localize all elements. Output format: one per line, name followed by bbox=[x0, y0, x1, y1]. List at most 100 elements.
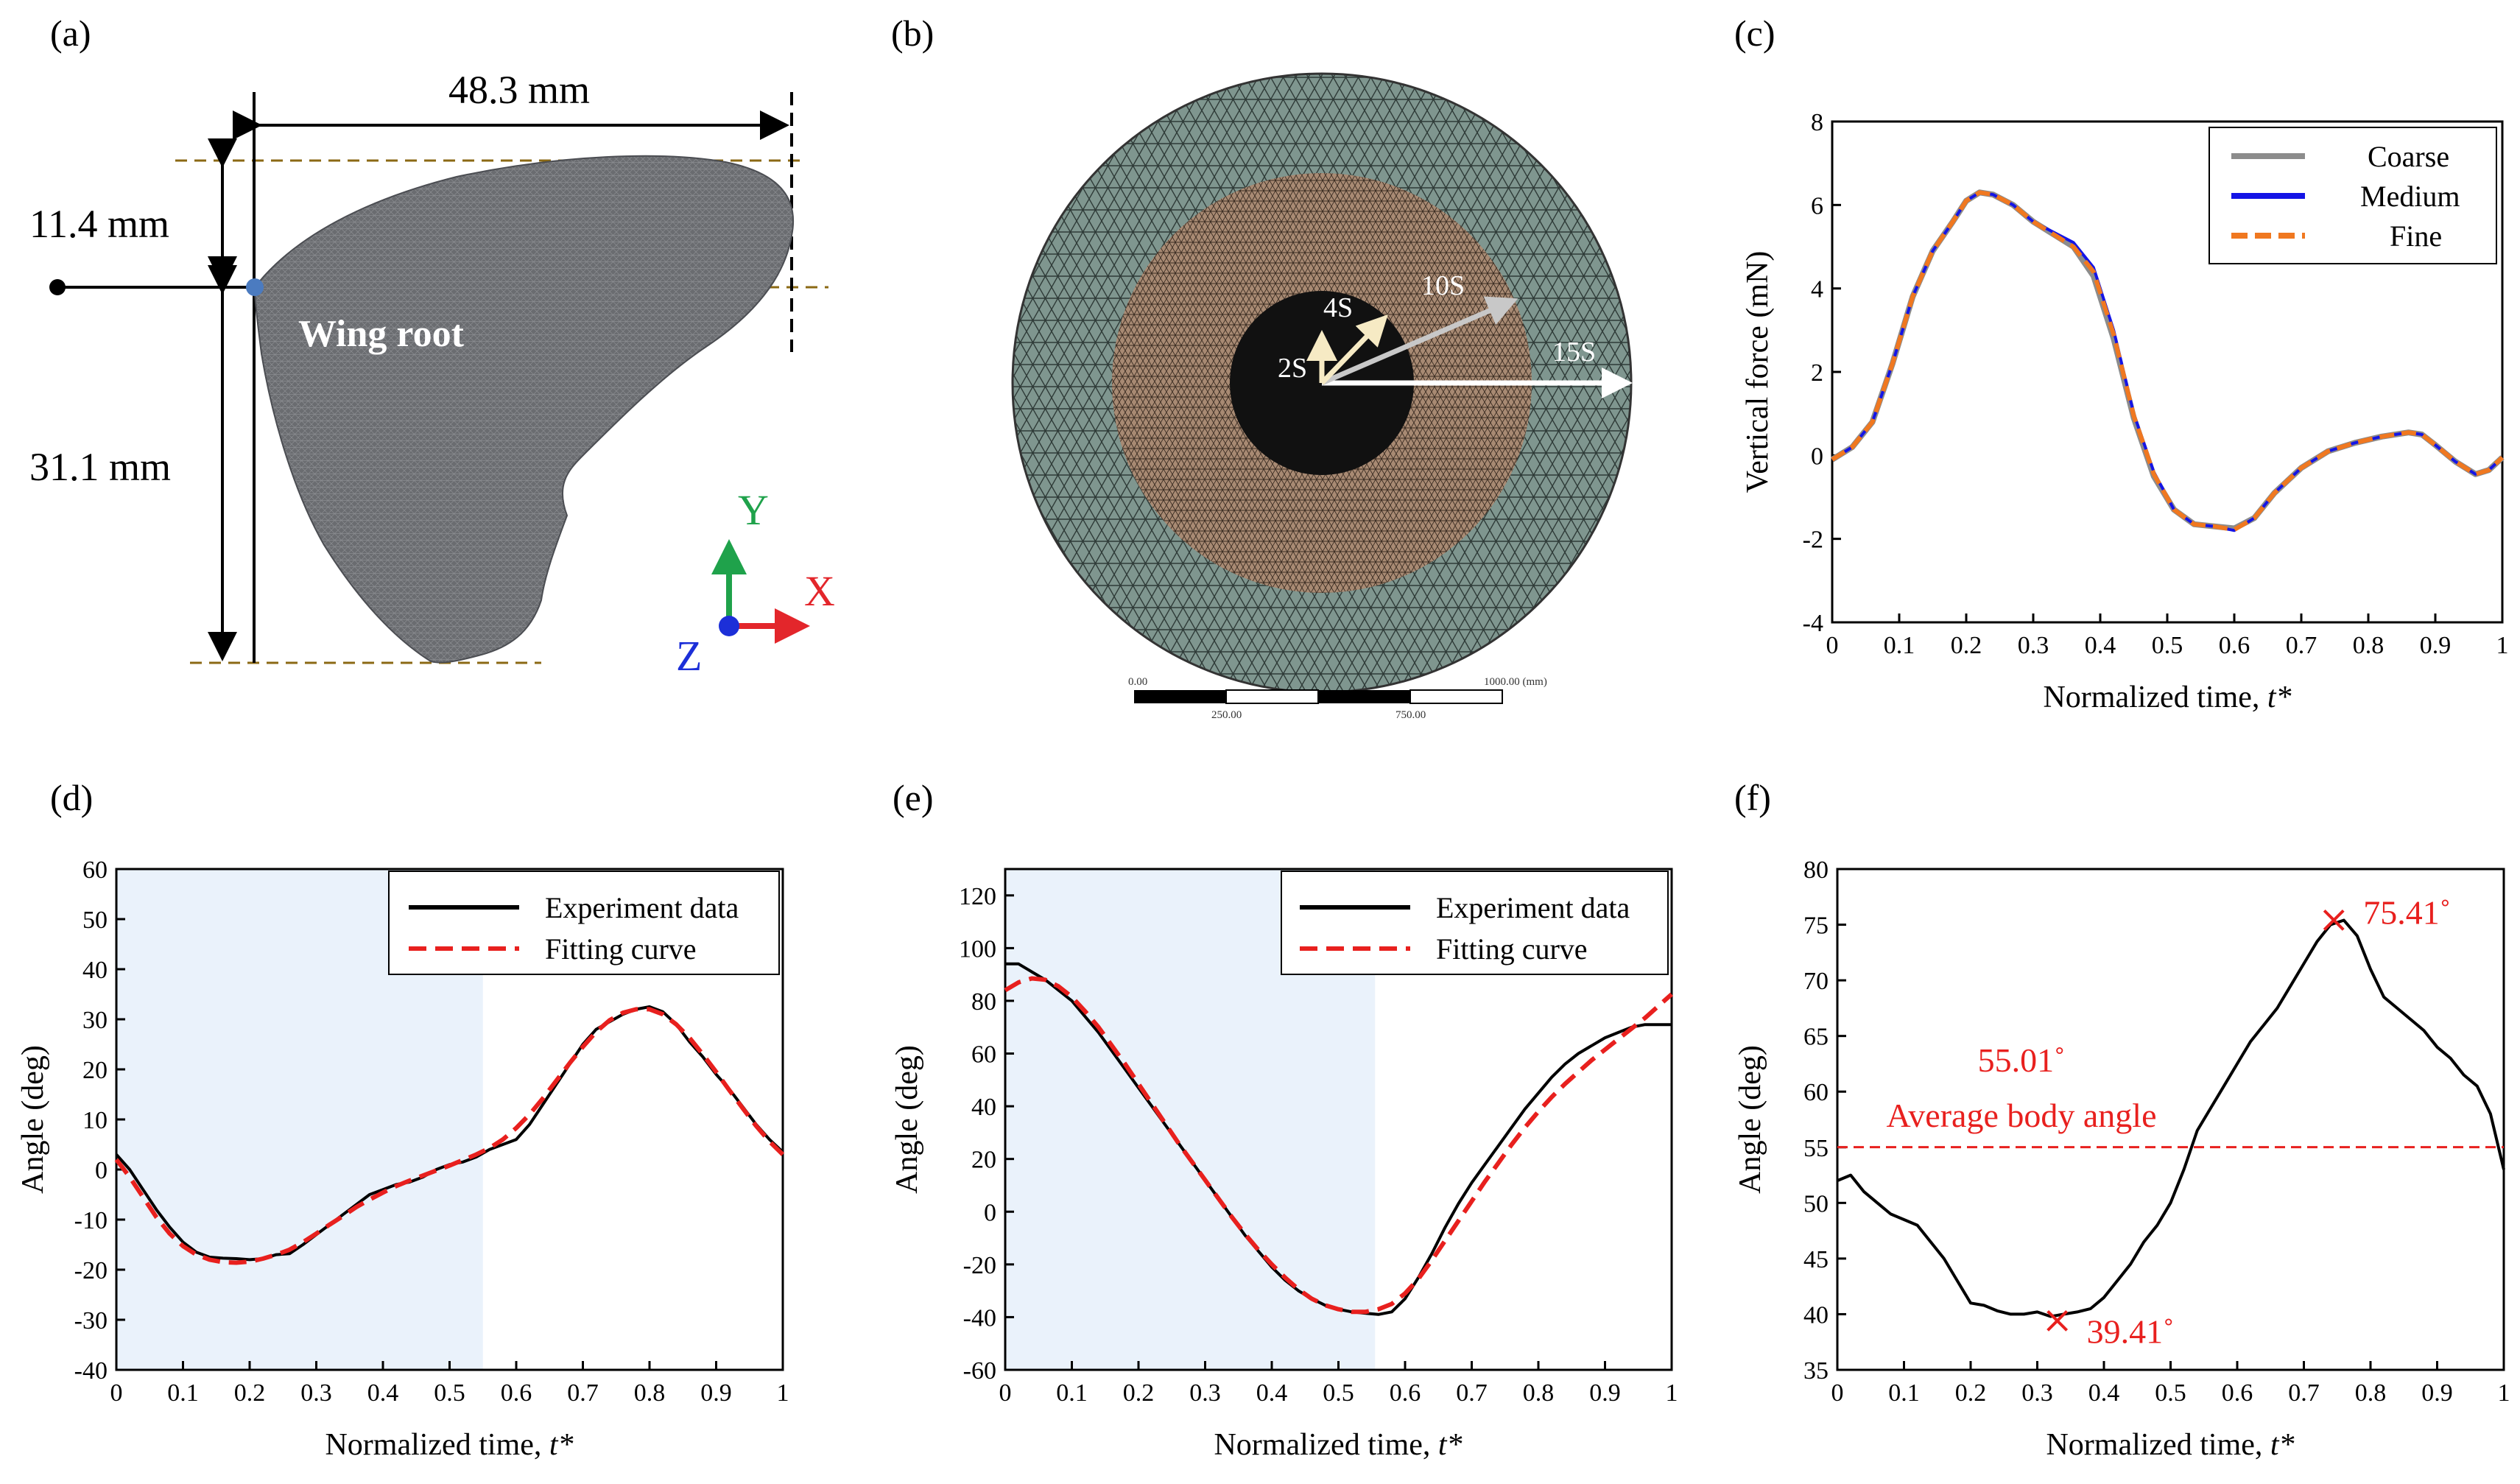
legend-label-experiment-d: Experiment data bbox=[545, 891, 739, 924]
panel-a-wing-geometry: (a) 48.3 mm 11.4 mm 31.1 mm Wing root Y … bbox=[29, 13, 835, 680]
x-tick-label: 0.4 bbox=[2085, 632, 2116, 659]
panel-f-xlabel: Normalized time, t* bbox=[2046, 1428, 2294, 1462]
panel-f-body-angle-chart: (f) 0 0.1 0.2 0.3 0.4 0.5 0.6 0.7 0.8 0.9 1 35 40 45 5… bbox=[1734, 777, 2510, 1462]
y-tick-label: -30 bbox=[74, 1307, 108, 1334]
panel-c-legend: Coarse Medium Fine bbox=[2208, 127, 2497, 264]
y-tick-label: 0 bbox=[95, 1157, 108, 1184]
scale-tick-0: 0.00 bbox=[1128, 676, 1147, 688]
y-tick-label: 30 bbox=[82, 1007, 108, 1034]
panel-e-xlabel: Normalized time, t* bbox=[1214, 1428, 1462, 1462]
x-tick-label: 0.3 bbox=[2018, 632, 2049, 659]
legend-label-fitting-e: Fitting curve bbox=[1436, 932, 1588, 966]
x-tick-label: 0 bbox=[999, 1379, 1012, 1407]
extremum-label: 39.41˚ bbox=[2087, 1312, 2175, 1350]
y-tick-label: 70 bbox=[1803, 968, 1829, 995]
y-tick-label: 50 bbox=[1803, 1190, 1829, 1217]
x-tick-label: 0.7 bbox=[2286, 632, 2317, 659]
panel-c-tag: (c) bbox=[1734, 13, 1775, 54]
x-tick-label: 0.6 bbox=[501, 1379, 532, 1407]
panel-e-tag: (e) bbox=[893, 777, 934, 818]
y-tick-label: 65 bbox=[1803, 1024, 1829, 1051]
x-tick-label: 0.1 bbox=[1888, 1379, 1920, 1407]
x-tick-label: 1 bbox=[2496, 632, 2509, 659]
x-tick-label: 1 bbox=[2498, 1379, 2510, 1407]
label-10s: 10S bbox=[1421, 270, 1465, 301]
x-tick-label: 0.1 bbox=[1056, 1379, 1088, 1407]
x-tick-label: 0.8 bbox=[634, 1379, 666, 1407]
x-tick-label: 0.3 bbox=[2021, 1379, 2053, 1407]
x-tick-label: 1 bbox=[1666, 1379, 1678, 1407]
y-tick-label: -40 bbox=[74, 1357, 108, 1385]
y-tick-label: 80 bbox=[1803, 857, 1829, 884]
scale-tick-750: 750.00 bbox=[1395, 709, 1426, 721]
y-tick-label: 0 bbox=[984, 1199, 996, 1226]
x-tick-label: 0.1 bbox=[1884, 632, 1915, 659]
panel-f-ylabel: Angle (deg) bbox=[1734, 1045, 1767, 1194]
x-tick-label: 0.5 bbox=[434, 1379, 465, 1407]
scale-seg-2 bbox=[1225, 689, 1319, 704]
legend-label-medium: Medium bbox=[2360, 180, 2460, 213]
y-tick-label: 75 bbox=[1803, 912, 1829, 940]
x-tick-label: 0.2 bbox=[1951, 632, 1982, 659]
panel-c-vertical-force-chart: (c) 0 0.1 0.2 0.3 0.4 0.5 0.6 0.7 0.8 0.9 1 -4 -2 0 2 4… bbox=[1734, 13, 2509, 714]
panel-d-legend-box bbox=[388, 871, 780, 975]
panel-c-ylabel: Vertical force (mN) bbox=[1741, 251, 1775, 493]
panel-d-xlabel: Normalized time, t* bbox=[325, 1428, 573, 1462]
series-line-fine bbox=[1831, 190, 2505, 532]
panel-d-ticks: 0 0.1 0.2 0.3 0.4 0.5 0.6 0.7 0.8 0.9 1 -40 -30 -20 -1… bbox=[74, 857, 789, 1407]
panel-d-legend: Experiment data Fitting curve bbox=[388, 871, 780, 975]
x-axis-label: X bbox=[804, 567, 835, 615]
panel-c-series bbox=[1830, 189, 2505, 532]
panel-f-annotations: 39.41˚ 75.41˚ bbox=[2046, 893, 2451, 1350]
x-tick-label: 0 bbox=[1826, 632, 1839, 659]
y-tick-label: 60 bbox=[971, 1041, 996, 1069]
x-tick-label: 0.2 bbox=[234, 1379, 266, 1407]
x-tick-label: 0.9 bbox=[1589, 1379, 1621, 1407]
x-tick-label: 0.9 bbox=[700, 1379, 732, 1407]
scale-seg-3 bbox=[1318, 690, 1410, 703]
x-tick-label: 0.5 bbox=[2155, 1379, 2186, 1407]
x-tick-label: 0.8 bbox=[2355, 1379, 2387, 1407]
x-tick-label: 0.5 bbox=[2152, 632, 2183, 659]
series-line-fitting-curve bbox=[1004, 976, 1673, 1315]
panel-e-ylabel: Angle (deg) bbox=[890, 1045, 924, 1194]
upper-height-label: 11.4 mm bbox=[29, 202, 169, 246]
arrow-10s bbox=[1320, 296, 1518, 386]
x-tick-label: 0.2 bbox=[1955, 1379, 1987, 1407]
scale-tick-250: 250.00 bbox=[1211, 709, 1242, 721]
y-tick-label: 6 bbox=[1811, 192, 1823, 219]
y-tick-label: -4 bbox=[1803, 610, 1823, 637]
y-tick-label: -20 bbox=[963, 1252, 996, 1279]
x-tick-label: 0.2 bbox=[1123, 1379, 1155, 1407]
panel-e-ticks: 0 0.1 0.2 0.3 0.4 0.5 0.6 0.7 0.8 0.9 1 -60 -40 -20 0 2… bbox=[959, 883, 1678, 1407]
panel-d-ylabel: Angle (deg) bbox=[16, 1045, 50, 1194]
panel-e-legend-box bbox=[1281, 871, 1669, 975]
scale-seg-1 bbox=[1134, 690, 1226, 703]
x-tick-label: 0.6 bbox=[2219, 632, 2250, 659]
panel-f-series bbox=[1837, 918, 2505, 1318]
y-tick-label: 35 bbox=[1803, 1357, 1829, 1385]
x-tick-label: 0 bbox=[110, 1379, 123, 1407]
x-tick-label: 0.6 bbox=[2222, 1379, 2253, 1407]
panel-f-ticks: 0 0.1 0.2 0.3 0.4 0.5 0.6 0.7 0.8 0.9 1 35 40 45 50 55 6… bbox=[1803, 857, 2510, 1407]
z-axis-dot bbox=[719, 616, 739, 636]
y-tick-label: -40 bbox=[963, 1304, 996, 1332]
y-tick-label: -20 bbox=[74, 1257, 108, 1284]
y-axis-label: Y bbox=[738, 486, 769, 534]
y-tick-label: -60 bbox=[963, 1357, 996, 1385]
extremum-marker bbox=[2046, 1309, 2069, 1332]
panel-a-tag: (a) bbox=[50, 13, 91, 54]
width-label: 48.3 mm bbox=[448, 68, 590, 112]
y-tick-label: 80 bbox=[971, 988, 996, 1016]
y-tick-label: 20 bbox=[82, 1057, 108, 1084]
legend-label-fine: Fine bbox=[2390, 219, 2442, 253]
x-tick-label: 0.9 bbox=[2420, 632, 2452, 659]
lower-height-label: 31.1 mm bbox=[29, 445, 171, 489]
y-tick-label: 4 bbox=[1811, 276, 1823, 303]
panel-d-angle-chart: (d) 0 0.1 0.2 0.3 0.4 0.5 0.6 0.7 0.8 0.9 1 -40 -30 -… bbox=[16, 777, 789, 1462]
x-tick-label: 0 bbox=[1831, 1379, 1844, 1407]
y-tick-label: 45 bbox=[1803, 1246, 1829, 1273]
y-tick-label: 10 bbox=[82, 1107, 108, 1134]
label-2s: 2S bbox=[1278, 353, 1307, 384]
